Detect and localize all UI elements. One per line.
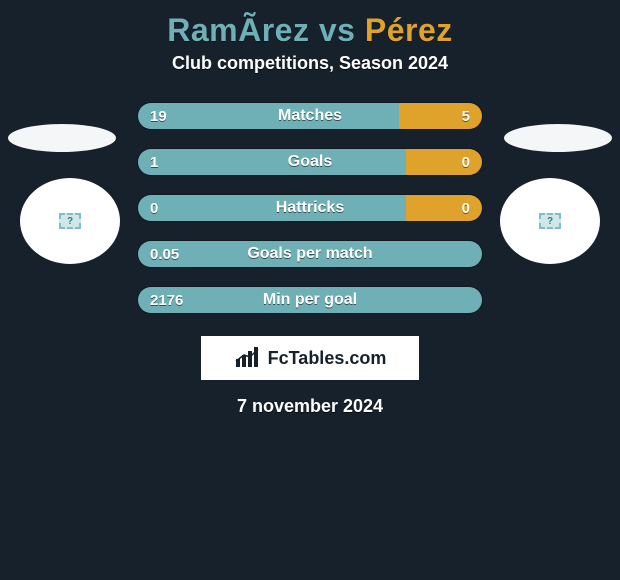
bar-chart-icon <box>234 347 262 369</box>
stat-left-value: 1 <box>138 149 170 175</box>
comparison-infographic: RamÃ­rez vs Pérez Club competitions, Sea… <box>0 0 620 580</box>
stat-row: 00Hattricks <box>137 194 483 222</box>
stat-bar-left <box>138 149 406 175</box>
stat-right-value: 0 <box>450 149 482 175</box>
date-text: 7 november 2024 <box>0 396 620 417</box>
badge-unknown-icon: ? <box>67 216 73 227</box>
stat-row: 10Goals <box>137 148 483 176</box>
stat-bar-left <box>138 195 406 221</box>
stat-left-value: 0.05 <box>138 241 191 267</box>
brand-text: FcTables.com <box>268 348 387 369</box>
decor-ellipse-left <box>8 124 116 152</box>
player2-name: Pérez <box>365 12 453 48</box>
badge-unknown-icon: ? <box>547 216 553 227</box>
vs-text: vs <box>319 12 356 48</box>
stat-row: 0.05Goals per match <box>137 240 483 268</box>
stat-left-value: 0 <box>138 195 170 221</box>
stat-right-value <box>458 241 482 267</box>
page-title: RamÃ­rez vs Pérez <box>0 6 620 53</box>
stat-right-value: 0 <box>450 195 482 221</box>
player1-name: RamÃ­rez <box>167 12 309 48</box>
stat-bars: 195Matches10Goals00Hattricks0.05Goals pe… <box>137 102 483 314</box>
club-badge-left: ? <box>20 178 120 264</box>
stat-left-value: 19 <box>138 103 179 129</box>
stat-right-value <box>458 287 482 313</box>
stat-row: 2176Min per goal <box>137 286 483 314</box>
club-badge-right: ? <box>500 178 600 264</box>
subtitle: Club competitions, Season 2024 <box>0 53 620 102</box>
decor-ellipse-right <box>504 124 612 152</box>
brand-box: FcTables.com <box>201 336 419 380</box>
stat-row: 195Matches <box>137 102 483 130</box>
stat-left-value: 2176 <box>138 287 195 313</box>
stat-right-value: 5 <box>450 103 482 129</box>
